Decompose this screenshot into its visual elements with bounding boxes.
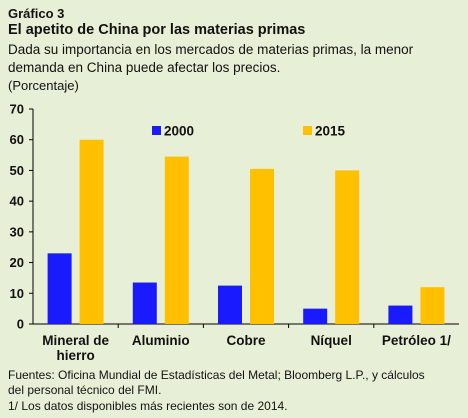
y-tick-label: 10 xyxy=(10,286,24,301)
y-tick-label: 70 xyxy=(10,102,24,117)
bar-2000 xyxy=(218,285,242,324)
y-tick-label: 40 xyxy=(10,194,24,209)
chart-subtitle-line2: demanda en China puede afectar los preci… xyxy=(8,60,281,75)
bar-2000 xyxy=(303,308,328,324)
y-tick-label: 0 xyxy=(17,317,24,332)
footnote-data: 1/ Los datos disponibles más recientes s… xyxy=(8,399,288,413)
y-tick-label: 20 xyxy=(10,255,24,270)
x-tick-label: Níquel xyxy=(311,333,352,348)
bar-2000 xyxy=(132,282,157,324)
chart-title: El apetito de China por las materias pri… xyxy=(8,22,306,38)
bar-2015 xyxy=(335,170,360,324)
footnote-sources-line1: Fuentes: Oficina Mundial de Estadísticas… xyxy=(8,368,425,382)
x-tick-label: Petróleo 1/ xyxy=(382,333,451,348)
y-tick-label: 30 xyxy=(10,224,24,239)
unit-label: (Porcentaje) xyxy=(8,78,79,93)
chart-subtitle-line1: Dada su importancia en los mercados de m… xyxy=(8,42,414,57)
y-tick-label: 60 xyxy=(10,132,24,147)
x-tick-label: hierro xyxy=(56,348,94,363)
figure-label: Gráfico 3 xyxy=(8,6,65,21)
bar-2015 xyxy=(250,168,274,324)
y-tick-label: 50 xyxy=(10,163,24,178)
legend-swatch-2000 xyxy=(152,126,161,135)
x-tick-label: Cobre xyxy=(226,333,265,348)
legend-label-2015: 2015 xyxy=(315,124,346,139)
bar-2000 xyxy=(47,253,72,324)
legend-label-2000: 2000 xyxy=(164,124,194,139)
x-tick-label: Mineral de xyxy=(42,333,109,348)
bar-2015 xyxy=(420,287,445,324)
bar-2015 xyxy=(79,139,104,324)
bar-2015 xyxy=(164,156,189,324)
bar-2000 xyxy=(388,305,413,324)
legend-swatch-2015 xyxy=(303,126,312,135)
x-tick-label: Aluminio xyxy=(132,333,190,348)
footnote-sources-line2: del personal técnico del FMI. xyxy=(8,383,162,397)
